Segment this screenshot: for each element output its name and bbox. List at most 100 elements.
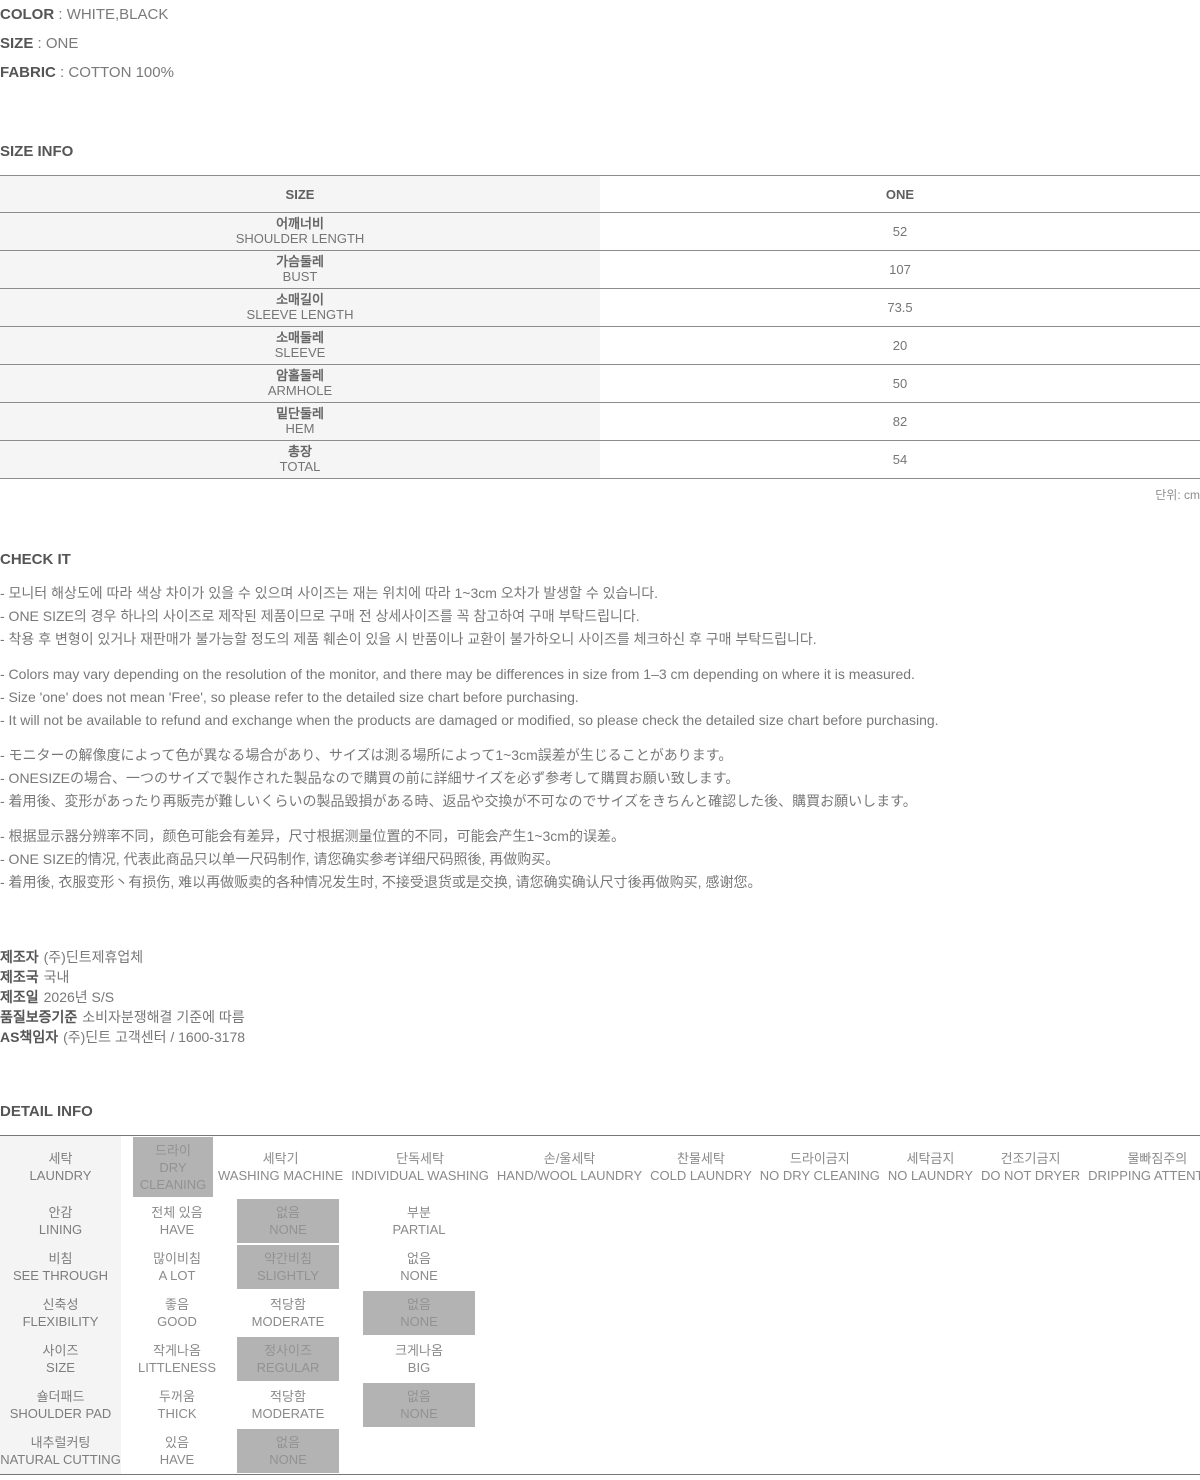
maker-value: (주)딘트 고객센터 / 1600-3178 [63, 1029, 246, 1045]
measure-en: SLEEVE LENGTH [246, 307, 354, 322]
care-header-kr: 숄더패드 [36, 1389, 85, 1404]
size-table-header-row: SIZE ONE [0, 175, 1200, 213]
attr-separator: : [55, 64, 69, 81]
table-row-sleeve-length: 소매길이 SLEEVE LENGTH 73.5 [0, 288, 1200, 327]
care-option-kr: 세탁금지 [906, 1151, 955, 1166]
care-option: 세탁금지 NO LAUNDRY [885, 1136, 976, 1198]
measure-en: HEM [285, 421, 315, 436]
care-row-header: 내추럴커팅 NATURAL CUTTING [0, 1428, 121, 1474]
measure-en: TOTAL [279, 459, 321, 474]
care-option: 단독세탁 INDIVIDUAL WASHING [348, 1136, 492, 1198]
table-row-shoulder: 어깨너비 SHOULDER LENGTH 52 [0, 212, 1200, 251]
measure-value: 52 [892, 223, 908, 239]
care-option-en: DRY CLEANING [139, 1159, 207, 1192]
care-header-kr: 세탁 [48, 1151, 73, 1166]
measure-en: SHOULDER LENGTH [235, 231, 365, 246]
care-option-kr: 없음 [407, 1297, 431, 1312]
attr-separator: : [54, 6, 67, 23]
maker-line: 제조국 국내 [0, 967, 1200, 987]
care-row-size: 사이즈 SIZE 작게나옴 LITTLENESS 정사이즈 REGULAR 크게… [0, 1336, 1200, 1382]
notice-line: - 着用後, 衣服变形丶有损伤, 难以再做贩卖的各种情况发生时, 不接受退货或是… [0, 874, 762, 890]
attr-value: COTTON 100% [68, 64, 174, 81]
care-option-kr: 두꺼움 [159, 1389, 195, 1404]
care-option-en: REGULAR [256, 1360, 320, 1375]
table-row-bust: 가슴둘레 BUST 107 [0, 250, 1200, 289]
care-option-en: MODERATE [251, 1406, 325, 1421]
care-option-en: NONE [400, 1314, 438, 1329]
care-option-en: BIG [407, 1360, 431, 1375]
care-option: 부분 PARTIAL [363, 1198, 475, 1244]
care-row-natural-cutting: 내추럴커팅 NATURAL CUTTING 있음 HAVE 없음 NONE [0, 1428, 1200, 1474]
care-option-kr: 단독세탁 [396, 1151, 444, 1166]
care-option-kr: 없음 [407, 1389, 431, 1404]
notice-line: - It will not be available to refund and… [0, 712, 939, 728]
care-option: 세탁기 WASHING MACHINE [215, 1136, 346, 1198]
detail-info-heading: DETAIL INFO [0, 1103, 93, 1120]
care-option-kr: 작게나옴 [153, 1343, 201, 1358]
care-option: 있음 HAVE [129, 1428, 225, 1474]
measure-kr: 소매길이 [276, 292, 324, 307]
care-header-en: LAUNDRY [29, 1168, 92, 1183]
measure-kr: 밑단둘레 [276, 406, 324, 421]
care-row-header: 사이즈 SIZE [0, 1336, 121, 1382]
maker-line: 제조일 2026년 S/S [0, 987, 1200, 1007]
attr-label: FABRIC [0, 64, 56, 81]
care-option-kr: 건조기금지 [1000, 1151, 1061, 1166]
care-header-en: FLEXIBILITY [22, 1314, 99, 1329]
care-option-en: DRIPPING ATTENTION [1088, 1168, 1200, 1183]
care-option: 없음 NONE [363, 1291, 475, 1335]
maker-line: 제조자 (주)딘트제휴업체 [0, 947, 1200, 967]
attr-value: ONE [45, 35, 79, 52]
care-option: 드라이금지 NO DRY CLEANING [757, 1136, 883, 1198]
measure-en: ARMHOLE [267, 383, 333, 398]
attr-label: SIZE [0, 35, 34, 52]
notice-line: - 根据显示器分辨率不同，颜色可能会有差异，尺寸根据测量位置的不同，可能会产生1… [0, 828, 625, 844]
care-option: 많이비침 A LOT [129, 1244, 225, 1290]
care-option: 정사이즈 REGULAR [237, 1337, 339, 1381]
care-option-en: NONE [269, 1222, 307, 1237]
maker-label: AS책임자 [0, 1029, 59, 1045]
notice-line: - 着用後、変形があったり再販売が難しいくらいの製品毀損がある時、返品や交換が不… [0, 793, 917, 809]
measure-kr: 암홀둘레 [276, 368, 324, 383]
care-option-kr: 적당함 [270, 1297, 306, 1312]
maker-value: 국내 [43, 969, 70, 985]
care-option-kr: 있음 [165, 1435, 189, 1450]
care-option-kr: 부분 [407, 1205, 431, 1220]
care-option-en: LITTLENESS [137, 1360, 217, 1375]
table-row-hem: 밑단둘레 HEM 82 [0, 402, 1200, 441]
size-column-header: SIZE [0, 175, 600, 213]
measure-value: 107 [889, 261, 911, 277]
maker-value: 소비자분쟁해결 기준에 따름 [82, 1009, 245, 1025]
care-header-kr: 안감 [48, 1205, 73, 1220]
table-row-armhole: 암홀둘레 ARMHOLE 50 [0, 364, 1200, 403]
maker-label: 제조자 [0, 949, 39, 965]
notice-line: - Size 'one' does not mean 'Free', so pl… [0, 689, 579, 705]
care-option-en: INDIVIDUAL WASHING [351, 1168, 489, 1183]
size-table: SIZE ONE 어깨너비 SHOULDER LENGTH 52 가슴둘레 BUST… [0, 175, 1200, 479]
care-option: 작게나옴 LITTLENESS [129, 1336, 225, 1382]
maker-value: 2026년 S/S [43, 989, 115, 1005]
care-option-kr: 없음 [407, 1251, 431, 1266]
unit-note: 단위: cm [1155, 488, 1200, 502]
care-option-kr: 좋음 [165, 1297, 189, 1312]
product-attributes: COLOR : WHITE,BLACK SIZE : ONE FABRIC : … [0, 5, 1200, 83]
notice-line: - 착용 후 변형이 있거나 재판매가 불가능할 정도의 제품 훼손이 있을 시… [0, 631, 817, 647]
maker-label: 품질보증기준 [0, 1009, 78, 1025]
care-option-kr: 전체 있음 [151, 1205, 203, 1220]
measure-en: SLEEVE [274, 345, 326, 360]
measure-value: 73.5 [887, 299, 913, 315]
notice-line: - ONE SIZE的情况, 代表此商品只以单一尺码制作, 请您确实参考详细尺码… [0, 851, 560, 867]
measure-en: BUST [282, 269, 318, 284]
notice-japanese: - モニターの解像度によって色が異なる場合があり、サイズは測る場所によって1~3… [0, 744, 1200, 813]
maker-value: (주)딘트제휴업체 [43, 949, 144, 965]
care-option-en: NONE [400, 1268, 438, 1283]
care-option: 없음 NONE [363, 1383, 475, 1427]
one-column-header: ONE [600, 175, 1200, 213]
care-table: 세탁 LAUNDRY 드라이 DRY CLEANING 세탁기 WASHING … [0, 1135, 1200, 1475]
care-option: 건조기금지 DO NOT DRYER [978, 1136, 1083, 1198]
care-option-en: SLIGHTLY [257, 1268, 319, 1283]
care-option-kr: 세탁기 [262, 1151, 299, 1166]
measure-value: 82 [892, 413, 908, 429]
care-header-kr: 사이즈 [42, 1343, 79, 1358]
care-option-en: DO NOT DRYER [980, 1168, 1081, 1183]
